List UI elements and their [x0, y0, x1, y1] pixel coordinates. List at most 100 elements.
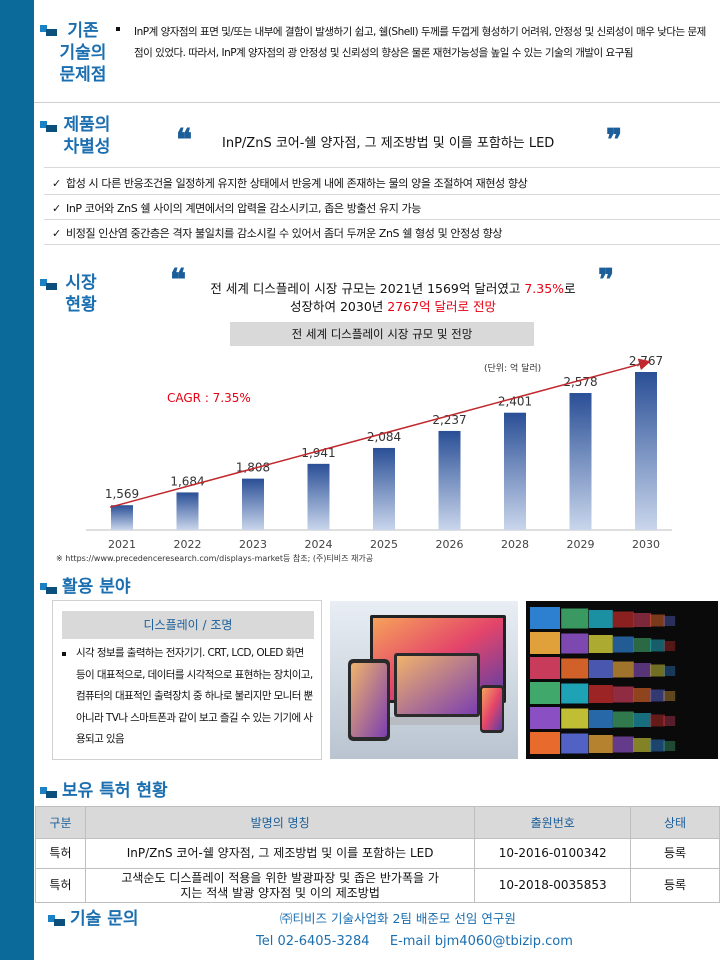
section-bullet-icon [40, 22, 58, 36]
section-title-differentiation: 제품의 차별성 [63, 115, 111, 157]
column-header: 상태 [630, 806, 720, 839]
feature-item: ✓ 합성 시 다른 반응조건을 일정하게 유지한 상태에서 반응계 내에 존재하는… [52, 177, 528, 190]
tick-label: 2026 [436, 538, 464, 551]
bar [111, 505, 133, 530]
screen-tile [650, 614, 665, 627]
screen-tile [633, 713, 652, 727]
section-bullet-icon [48, 912, 66, 926]
quote-close-icon: ❞ [606, 123, 623, 158]
screen-tile [650, 664, 665, 677]
screen-tile [612, 611, 634, 628]
screen-tile [663, 741, 676, 751]
contact-organization: ㈜티비즈 기술사업화 2팀 배준모 선임 연구원 [280, 911, 516, 926]
table-row: 특허 고색순도 디스플레이 적용을 위한 발광파장 및 좁은 반가폭을 가지는 … [35, 868, 720, 903]
screen-tile [561, 733, 589, 754]
screen-tile [663, 616, 676, 626]
tick-label: 2024 [305, 538, 333, 551]
patent-table: 구분 발명의 명칭 출원번호 상태 특허 InP/ZnS 코어-쉘 양자점, 그… [35, 806, 720, 903]
screen-tile [612, 736, 634, 753]
table-row: 특허 InP/ZnS 코어-쉘 양자점, 그 제조방법 및 이를 포함하는 LE… [35, 838, 720, 869]
table-cell: 10-2018-0035853 [474, 868, 632, 903]
screen-tile [663, 666, 676, 676]
section-title-market: 시장 현황 [65, 273, 97, 315]
product-headline: InP/ZnS 코어-쉘 양자점, 그 제조방법 및 이를 포함하는 LED [222, 136, 555, 151]
bar [569, 393, 592, 530]
screen-tile [530, 732, 560, 754]
data-label: 1,684 [170, 474, 204, 488]
screen-tile [650, 639, 665, 652]
screen-tile [650, 739, 665, 752]
chart-title: 전 세계 디스플레이 시장 규모 및 전망 [230, 322, 534, 346]
feature-item: ✓ 비정질 인산염 중간층은 격자 불일치를 감소시킬 수 있어서 좀더 두꺼운 … [52, 227, 503, 240]
screen-tile [650, 689, 665, 702]
devices-image [330, 601, 518, 759]
divider [44, 219, 720, 220]
chart-source-note: ※ https://www.precedenceresearch.com/dis… [56, 554, 374, 563]
section-title-inquiry: 기술 문의 [70, 909, 139, 929]
tick-label: 2021 [108, 538, 136, 551]
screen-tile [633, 738, 652, 752]
screen-tile [561, 608, 589, 629]
bar [504, 412, 526, 530]
column-header: 출원번호 [474, 806, 632, 839]
email-link[interactable]: bjm4060@tbizip.com [434, 934, 573, 949]
section-bullet-icon [40, 580, 58, 594]
divider [44, 194, 720, 195]
screen-tile [588, 635, 613, 653]
table-cell: 고색순도 디스플레이 적용을 위한 발광파장 및 좁은 반가폭을 가지는 적색 … [84, 868, 476, 903]
feature-item: ✓ InP 코어와 ZnS 쉘 사이의 계면에서의 압력을 감소시키고, 좁은 방… [52, 202, 421, 215]
quote-close-icon: ❞ [598, 263, 615, 298]
left-sidebar-bar [0, 0, 34, 960]
section-title-problem: 기존 기술의 문제점 [59, 21, 107, 85]
quote-open-icon: ❝ [176, 123, 193, 158]
tick-label: 2022 [174, 538, 202, 551]
bar [373, 447, 395, 530]
divider [44, 244, 720, 245]
section-bullet-icon [40, 276, 58, 290]
screen-tile [561, 658, 589, 679]
tick-label: 2028 [501, 538, 529, 551]
column-header: 발명의 명칭 [84, 806, 476, 839]
table-cell: 특허 [35, 868, 86, 903]
screen-tile [588, 660, 613, 678]
section-bullet-icon [40, 784, 58, 798]
divider [34, 102, 720, 103]
bar [635, 372, 657, 530]
tel-label: Tel [256, 934, 274, 949]
table-cell: 등록 [630, 838, 720, 869]
screen-tile [633, 663, 652, 677]
table-cell: 특허 [35, 838, 86, 869]
screen-tile [561, 633, 589, 654]
problem-description: InP계 양자점의 표면 및/또는 내부에 결함이 발생하기 쉽고, 쉘(She… [134, 26, 706, 59]
screen-tile [561, 683, 589, 704]
trend-arrow [109, 358, 651, 508]
divider [44, 167, 720, 168]
screen-tile [530, 632, 560, 654]
bullet-icon [116, 27, 120, 31]
application-heading: 디스플레이 / 조명 [62, 611, 314, 639]
screen-tile [663, 691, 676, 701]
screen-tile [663, 716, 676, 726]
table-header-row: 구분 발명의 명칭 출원번호 상태 [35, 806, 720, 839]
screen-tile [633, 613, 652, 627]
screen-tile [612, 686, 634, 703]
tick-label: 2029 [567, 538, 595, 551]
screen-tile [530, 657, 560, 679]
data-label: 2,401 [498, 395, 532, 409]
section-bullet-icon [40, 118, 58, 132]
bar [242, 478, 264, 530]
screen-tile [561, 708, 589, 729]
screen-tile [530, 707, 560, 729]
tel-number[interactable]: 02-6405-3284 [277, 934, 370, 949]
bullet-icon [62, 652, 66, 656]
bar [176, 492, 199, 530]
quote-open-icon: ❝ [170, 263, 187, 298]
check-icon: ✓ [52, 202, 61, 215]
video-wall-image [526, 601, 718, 759]
screen-tile [530, 682, 560, 704]
screen-tile [588, 710, 613, 728]
check-icon: ✓ [52, 177, 61, 190]
screen-tile [663, 641, 676, 651]
screen-tile [530, 607, 560, 629]
contact-line: Tel 02-6405-3284 E-mail bjm4060@tbizip.c… [256, 934, 573, 949]
